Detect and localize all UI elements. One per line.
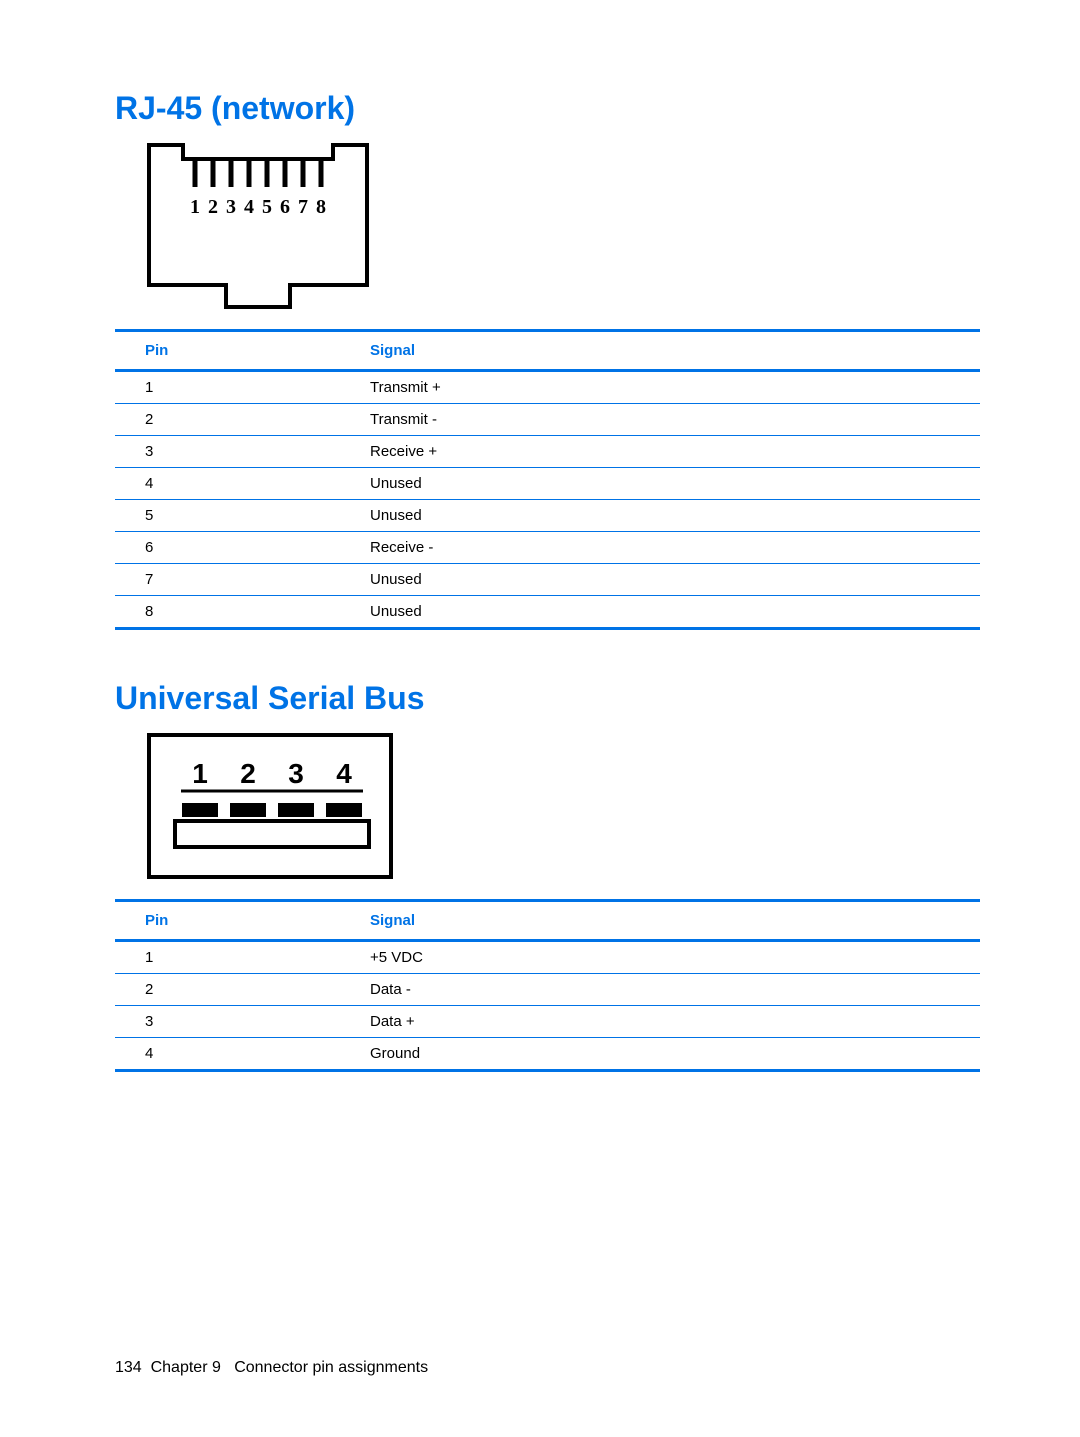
cell-signal: Unused (340, 564, 980, 596)
usb-pin-table: Pin Signal 1+5 VDC 2Data - 3Data + 4Grou… (115, 899, 980, 1072)
table-row: 3Receive + (115, 436, 980, 468)
table-header-row: Pin Signal (115, 331, 980, 371)
table-row: 8Unused (115, 596, 980, 629)
rj45-pin-label: 3 (226, 196, 236, 218)
chapter-label: Chapter 9 (151, 1359, 221, 1376)
table-row: 7Unused (115, 564, 980, 596)
cell-signal: Unused (340, 468, 980, 500)
cell-pin: 6 (115, 532, 340, 564)
cell-pin: 8 (115, 596, 340, 629)
cell-signal: Ground (340, 1038, 980, 1071)
chapter-title: Connector pin assignments (234, 1359, 428, 1376)
cell-signal: Receive - (340, 532, 980, 564)
cell-signal: Data - (340, 974, 980, 1006)
cell-signal: Transmit + (340, 371, 980, 404)
table-row: 2Transmit - (115, 404, 980, 436)
cell-pin: 4 (115, 1038, 340, 1071)
cell-pin: 7 (115, 564, 340, 596)
cell-pin: 2 (115, 974, 340, 1006)
cell-pin: 3 (115, 436, 340, 468)
cell-pin: 1 (115, 371, 340, 404)
rj45-pin-table: Pin Signal 1Transmit + 2Transmit - 3Rece… (115, 329, 980, 630)
usb-pin-label: 2 (240, 758, 256, 789)
col-header-signal: Signal (340, 331, 980, 371)
col-header-pin: Pin (115, 331, 340, 371)
rj45-pin-label: 2 (208, 196, 218, 218)
page-footer: 134 Chapter 9 Connector pin assignments (115, 1359, 428, 1377)
cell-signal: Transmit - (340, 404, 980, 436)
usb-heading: Universal Serial Bus (115, 680, 980, 717)
usb-pin-label: 3 (288, 758, 304, 789)
usb-pin-label: 1 (192, 758, 208, 789)
col-header-pin: Pin (115, 901, 340, 941)
rj45-heading: RJ-45 (network) (115, 90, 980, 127)
rj45-pin-label: 1 (190, 196, 200, 218)
cell-signal: Receive + (340, 436, 980, 468)
cell-signal: Unused (340, 596, 980, 629)
usb-a-icon: 1 2 3 4 (145, 731, 395, 881)
cell-signal: Unused (340, 500, 980, 532)
page: RJ-45 (network) 1 2 3 4 5 (0, 0, 1080, 1437)
cell-pin: 1 (115, 941, 340, 974)
rj45-pin-label: 4 (244, 196, 254, 218)
table-row: 5Unused (115, 500, 980, 532)
rj45-pin-label: 6 (280, 196, 290, 218)
table-row: 6Receive - (115, 532, 980, 564)
cell-signal: Data + (340, 1006, 980, 1038)
cell-pin: 4 (115, 468, 340, 500)
table-row: 1+5 VDC (115, 941, 980, 974)
rj45-pin-label: 8 (316, 196, 326, 218)
table-row: 4Ground (115, 1038, 980, 1071)
col-header-signal: Signal (340, 901, 980, 941)
page-number: 134 (115, 1359, 142, 1376)
rj45-jack-icon: 1 2 3 4 5 6 7 8 (145, 141, 371, 311)
rj45-pin-label: 5 (262, 196, 272, 218)
rj45-pin-label: 7 (298, 196, 308, 218)
usb-diagram: 1 2 3 4 (145, 731, 980, 881)
table-row: 1Transmit + (115, 371, 980, 404)
table-row: 4Unused (115, 468, 980, 500)
rj45-diagram: 1 2 3 4 5 6 7 8 (145, 141, 980, 311)
table-row: 3Data + (115, 1006, 980, 1038)
table-header-row: Pin Signal (115, 901, 980, 941)
table-row: 2Data - (115, 974, 980, 1006)
cell-pin: 2 (115, 404, 340, 436)
cell-pin: 3 (115, 1006, 340, 1038)
cell-pin: 5 (115, 500, 340, 532)
cell-signal: +5 VDC (340, 941, 980, 974)
usb-pin-label: 4 (336, 758, 352, 789)
